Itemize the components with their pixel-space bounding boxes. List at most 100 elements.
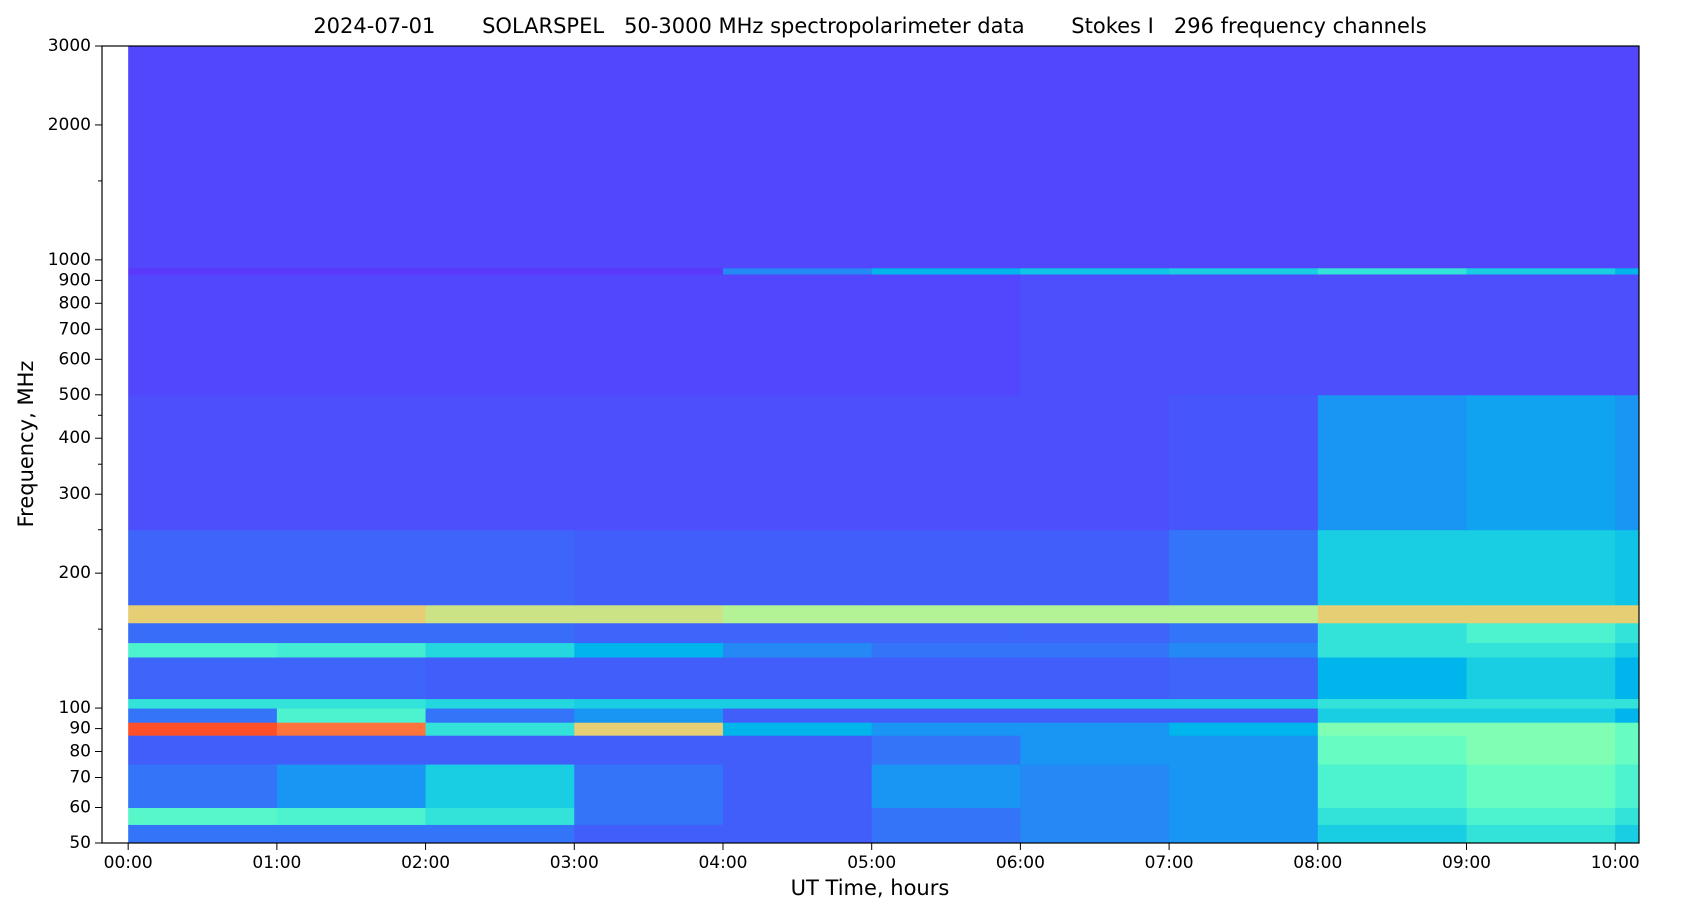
spectrogram-cell [1317, 708, 1468, 723]
spectrogram-cell [425, 824, 575, 844]
x-tick-label: 07:00 [1145, 853, 1194, 873]
spectrogram-cell [722, 642, 873, 658]
spectrogram-cell [722, 604, 873, 624]
spectrogram-cell [1020, 708, 1170, 723]
spectrogram-cell [722, 273, 873, 396]
spectrogram-cell [871, 273, 1021, 396]
spectrogram-cell [1615, 394, 1640, 531]
x-tick-label: 08:00 [1293, 853, 1342, 873]
spectrogram-cell [1020, 642, 1170, 658]
spectrogram [128, 46, 1640, 844]
spectrogram-cell [1615, 657, 1640, 700]
spectrogram-cell [871, 698, 1021, 709]
x-tick-label: 05:00 [847, 853, 896, 873]
y-tick-label: 90 [69, 719, 91, 739]
spectrogram-cell [1169, 807, 1319, 825]
spectrogram-cell [722, 708, 873, 723]
spectrogram-cell [722, 698, 873, 709]
spectrogram-cell [871, 529, 1021, 606]
spectrogram-cell [871, 824, 1021, 844]
spectrogram-cell [128, 698, 278, 709]
spectrogram-cell [1466, 642, 1616, 658]
y-tick-label: 80 [69, 742, 91, 762]
spectrogram-cell [871, 657, 1021, 700]
spectrogram-cell [1615, 824, 1640, 844]
spectrogram-cell [425, 708, 575, 723]
spectrogram-cell [128, 604, 278, 624]
spectrogram-cell [1169, 394, 1319, 531]
spectrogram-cell [1317, 642, 1468, 658]
spectrogram-cell [1169, 273, 1319, 396]
spectrogram-cell [871, 642, 1021, 658]
y-tick-label: 600 [59, 349, 91, 369]
spectrogram-cell [1169, 529, 1319, 606]
y-tick-label: 200 [59, 563, 91, 583]
spectrogram-cell [1317, 529, 1468, 606]
spectrogram-cell [276, 46, 427, 269]
spectrogram-cell [276, 657, 427, 700]
spectrogram-cell [722, 735, 873, 765]
spectrogram-cell [1615, 764, 1640, 809]
spectrogram-cell [722, 622, 873, 644]
spectrogram-cell [425, 722, 575, 736]
y-axis-label: Frequency, MHz [14, 361, 38, 528]
axes: 00:00 01:00 02:00 03:00 04:00 05:00 06:00 07:00… [48, 36, 1640, 873]
spectrogram-cell [128, 394, 278, 531]
spectrogram-cell [128, 267, 278, 275]
spectrogram-cell [871, 604, 1021, 624]
spectrogram-cell [1020, 394, 1170, 531]
spectrogram-cell [1169, 722, 1319, 736]
x-tick-label: 06:00 [996, 853, 1045, 873]
spectrogram-cell [1020, 698, 1170, 709]
spectrogram-cell [871, 267, 1021, 275]
spectrogram-cell [276, 642, 427, 658]
spectrogram-cell [128, 622, 278, 644]
spectrogram-cell [1615, 622, 1640, 644]
spectrogram-cell [1466, 824, 1616, 844]
spectrogram-cell [722, 657, 873, 700]
y-tick-label: 1000 [48, 250, 91, 270]
x-tick-label: 01:00 [252, 853, 301, 873]
spectrogram-cell [871, 708, 1021, 723]
spectrogram-cell [1169, 622, 1319, 644]
y-tick-label: 50 [69, 833, 91, 853]
spectrogram-cell [276, 708, 427, 723]
spectrogram-cell [1615, 604, 1640, 624]
spectrogram-cell [425, 735, 575, 765]
spectrogram-cell [1020, 604, 1170, 624]
spectrogram-cell [1020, 722, 1170, 736]
spectrogram-cell [1615, 698, 1640, 709]
spectrogram-cell [276, 764, 427, 809]
spectrogram-cell [1169, 642, 1319, 658]
spectrogram-cell [128, 642, 278, 658]
y-tick-label: 800 [59, 293, 91, 313]
spectrogram-cell [1169, 824, 1319, 844]
spectrogram-cell [1615, 46, 1640, 269]
spectrogram-cell [1020, 807, 1170, 825]
spectrogram-cell [1615, 642, 1640, 658]
spectrogram-cell [276, 604, 427, 624]
spectrogram-cell [1020, 46, 1170, 269]
x-tick-label: 03:00 [550, 853, 599, 873]
spectrogram-cell [1466, 394, 1616, 531]
spectrogram-cell [574, 622, 724, 644]
x-tick-label: 02:00 [401, 853, 450, 873]
spectrogram-cell [1169, 267, 1319, 275]
chart-title: 2024-07-01 SOLARSPEL 50-3000 MHz spectro… [313, 14, 1426, 38]
spectrogram-cell [1466, 722, 1616, 736]
spectrogram-cell [722, 764, 873, 809]
spectrogram-cell [871, 764, 1021, 809]
spectrogram-cell [1317, 267, 1468, 275]
spectrogram-cell [871, 807, 1021, 825]
y-tick-label: 70 [69, 768, 91, 788]
spectrogram-cell [871, 722, 1021, 736]
spectrogram-cell [1466, 622, 1616, 644]
spectrogram-cell [1317, 657, 1468, 700]
spectrogram-cell [1615, 807, 1640, 825]
spectrogram-cell [1317, 46, 1468, 269]
spectrogram-cell [1466, 698, 1616, 709]
spectrogram-cell [1317, 394, 1468, 531]
spectrogram-cell [128, 273, 278, 396]
spectrogram-cell [871, 46, 1021, 269]
spectrogram-cell [128, 722, 278, 736]
